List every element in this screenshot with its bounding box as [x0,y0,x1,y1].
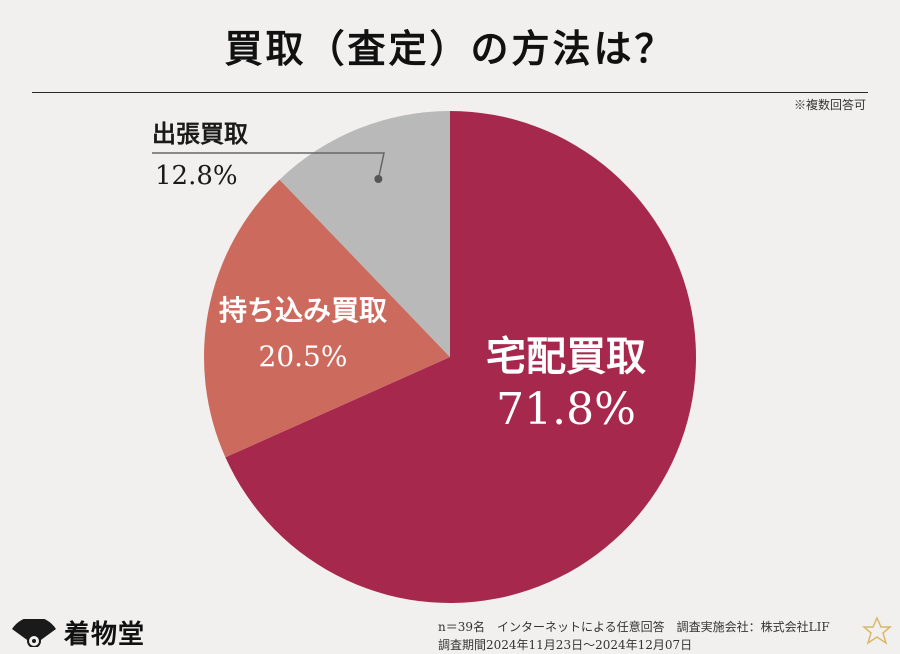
brand-logo: 着物堂 [10,614,145,651]
pie-slice-takuhai [225,111,696,603]
slice-value-takuhai: 71.8% [496,384,636,435]
title-divider [32,92,868,93]
leader-dot-shutcho [374,174,383,183]
leader-line-shutcho [152,152,385,180]
multiple-answer-note: ※複数回答可 [793,98,866,112]
slice-label-shutcho: 出張買取 [152,119,248,148]
flower-ornament-icon [861,616,893,645]
pie-slice-shutcho [279,111,450,357]
survey-sample-info: n＝39名 インターネットによる任意回答 調査実施会社：株式会社LIF [438,620,830,634]
slice-value-mochikomi: 20.5% [259,340,348,373]
chart-title: 買取（査定）の方法は？ [224,26,676,71]
survey-period: 調査期間2024年11月23日～2024年12月07日 [438,638,693,652]
slice-label-mochikomi: 持ち込み買取 [219,294,387,327]
slice-label-takuhai: 宅配買取 [486,333,646,380]
brand-name: 着物堂 [64,620,146,650]
pie-slice-mochikomi [204,179,450,458]
slice-value-shutcho: 12.8% [155,161,238,191]
fan-logo-icon [12,618,56,647]
survey-footnote: n＝39名 インターネットによる任意回答 調査実施会社：株式会社LIF 調査期間… [438,618,830,654]
